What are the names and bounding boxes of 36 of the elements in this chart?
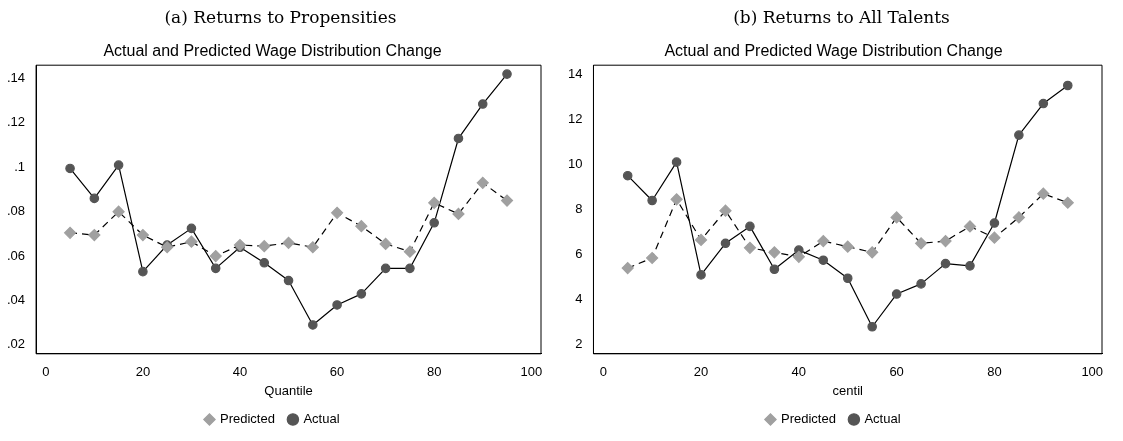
x-tick-label: 0 xyxy=(42,364,50,380)
x-tick-label: 40 xyxy=(232,364,248,380)
x-tick-label: 100 xyxy=(1081,364,1104,380)
chart-title: Actual and Predicted Wage Distribution Change xyxy=(664,42,1003,60)
y-tick-label: 12 xyxy=(567,110,583,126)
legend-label: Predicted xyxy=(219,411,275,427)
chart-subtitle: (a) Returns to Propensities xyxy=(163,6,398,29)
y-tick-label: .14 xyxy=(6,70,26,86)
x-tick-label: 100 xyxy=(520,364,543,380)
y-tick-label: 14 xyxy=(567,65,583,81)
x-tick-label: 20 xyxy=(693,364,709,380)
x-axis-title: Quantile xyxy=(264,382,313,398)
y-tick-label: 8 xyxy=(575,201,583,217)
x-tick-label: 0 xyxy=(599,364,607,380)
y-tick-label: .04 xyxy=(6,292,26,308)
x-tick-label: 60 xyxy=(329,364,345,380)
legend-label: Actual xyxy=(864,411,901,427)
y-tick-label: 2 xyxy=(575,336,583,352)
x-tick-label: 60 xyxy=(889,364,904,380)
legend-label: Predicted xyxy=(780,411,836,427)
y-tick-label: .06 xyxy=(6,247,26,263)
x-tick-label: 20 xyxy=(135,364,151,380)
x-axis-title: centil xyxy=(832,382,864,398)
y-tick-label: .1 xyxy=(14,158,26,174)
x-tick-label: 40 xyxy=(791,364,807,380)
x-tick-label: 80 xyxy=(987,364,1002,380)
y-tick-label: .12 xyxy=(6,114,26,130)
x-tick-label: 80 xyxy=(426,364,442,380)
y-tick-label: 10 xyxy=(567,155,583,171)
y-tick-label: 6 xyxy=(575,246,583,262)
chart-title: Actual and Predicted Wage Distribution Change xyxy=(103,42,442,60)
y-tick-label: .08 xyxy=(6,203,26,219)
y-tick-label: .02 xyxy=(6,336,26,352)
legend-label: Actual xyxy=(303,411,340,427)
chart-subtitle: (b) Returns to All Talents xyxy=(732,6,951,29)
y-tick-label: 4 xyxy=(575,291,583,307)
